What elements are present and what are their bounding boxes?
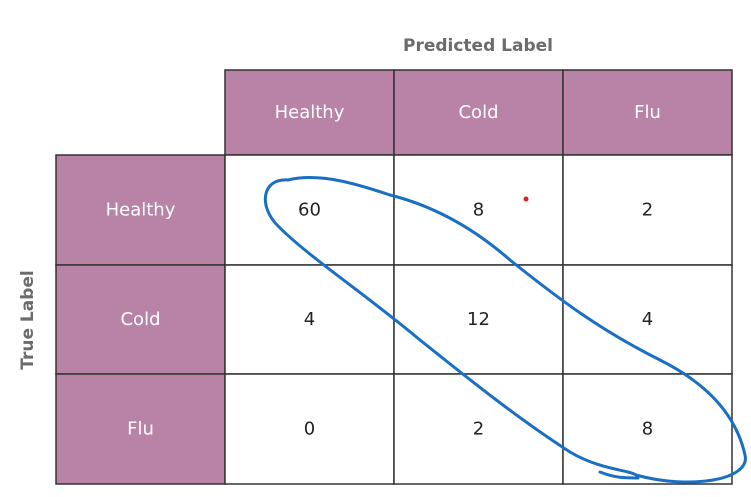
- y-axis-label: True Label: [18, 270, 38, 370]
- row-header-label: Healthy: [106, 200, 176, 221]
- cell-value: 4: [304, 309, 315, 330]
- row-headers: Healthy Cold Flu: [55, 154, 226, 485]
- hand-drawn-annotation: [263, 176, 747, 484]
- column-header-label: Cold: [458, 102, 498, 123]
- column-headers: Healthy Cold Flu: [224, 69, 733, 156]
- row-header-label: Flu: [127, 419, 154, 440]
- column-header-cold: [393, 69, 564, 156]
- column-header-label: Healthy: [275, 102, 345, 123]
- matrix-cells: 60 8 2 4 12 4 0 2 8: [224, 154, 733, 485]
- cell-value: 2: [642, 200, 653, 221]
- matrix-cell: [224, 264, 395, 375]
- column-header-flu: [562, 69, 733, 156]
- row-header-label: Cold: [120, 309, 160, 330]
- cell-value: 8: [642, 419, 653, 440]
- row-header-cold: [55, 264, 226, 375]
- column-header-healthy: [224, 69, 395, 156]
- cell-value: 8: [473, 200, 484, 221]
- row-header-flu: [55, 373, 226, 485]
- cell-value: 0: [304, 419, 315, 440]
- row-header-healthy: [55, 154, 226, 266]
- cell-value: 60: [298, 200, 321, 221]
- annotation-tail-stroke: [598, 470, 640, 480]
- cell-value: 2: [473, 419, 484, 440]
- diagonal-loop-annotation: [263, 176, 747, 484]
- x-axis-label: Predicted Label: [403, 36, 553, 56]
- matrix-cell: [562, 373, 733, 485]
- column-header-label: Flu: [634, 102, 661, 123]
- matrix-cell: [224, 373, 395, 485]
- cell-value: 12: [467, 309, 490, 330]
- matrix-cell: [393, 154, 564, 266]
- red-dot-mark: [523, 196, 529, 202]
- cell-value: 4: [642, 309, 653, 330]
